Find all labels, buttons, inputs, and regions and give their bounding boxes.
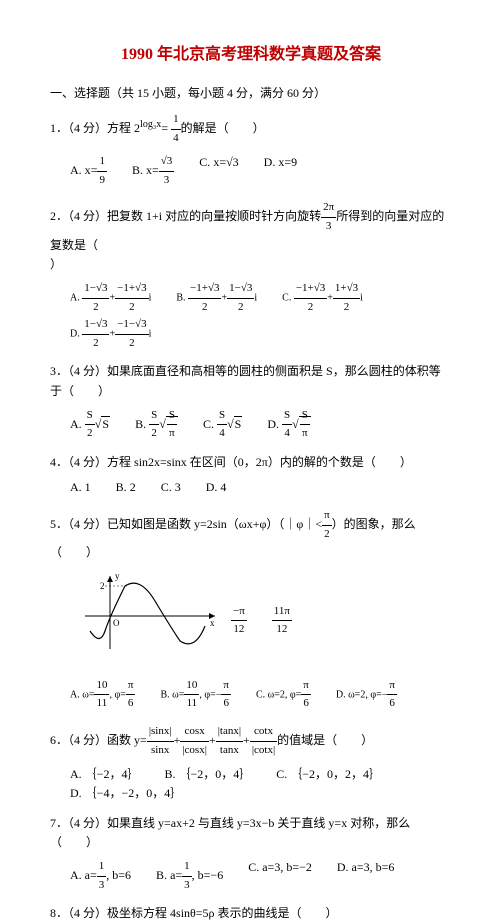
- qnum: 7．: [50, 816, 68, 830]
- points: （4 分）: [68, 906, 107, 920]
- svg-text:x: x: [210, 618, 215, 628]
- text: 方程 sin2x=sinx 在区间（0，2π）内的解的个数是（ ）: [107, 455, 412, 469]
- text: 如果底面直径和高相等的圆柱的侧面积是 S，那么圆柱的体积等于（ ）: [50, 364, 441, 397]
- qnum: 4．: [50, 455, 68, 469]
- option-c: C. −1+√32+1+√32i: [282, 280, 363, 316]
- page-title: 1990 年北京高考理科数学真题及答案: [50, 40, 452, 64]
- svg-text:2: 2: [100, 581, 105, 591]
- option-a: A. ω=1011, φ=π6: [70, 677, 135, 713]
- text: 的解是（ ）: [181, 121, 265, 135]
- qnum: 6．: [50, 733, 68, 747]
- question-7: 7．（4 分）如果直线 y=ax+2 与直线 y=3x−b 关于直线 y=x 对…: [50, 814, 452, 895]
- question-1: 1．（4 分）方程 2log₃x= 14的解是（ ） A. x=19 B. x=…: [50, 111, 452, 189]
- text: 极坐标方程 4sinθ=5ρ 表示的曲线是（ ）: [107, 906, 338, 920]
- option-b: B. 2: [116, 478, 136, 497]
- qnum: 8．: [50, 906, 68, 920]
- question-6: 6．（4 分）函数 y=|sinx|sinx+cosx|cosx|+|tanx|…: [50, 723, 452, 804]
- option-d: D. 4: [206, 478, 227, 497]
- qnum: 3．: [50, 364, 68, 378]
- option-c: C. a=3, b=−2: [248, 858, 312, 894]
- option-c: C. 3: [161, 478, 181, 497]
- points: （4 分）: [68, 733, 107, 747]
- option-a: A. x=19: [70, 153, 107, 189]
- text: 方程 2: [107, 121, 140, 135]
- points: （4 分）: [68, 517, 107, 531]
- num: 1: [171, 111, 181, 130]
- option-b: B. S2√Sπ: [135, 407, 178, 443]
- text: 函数 y=: [107, 733, 147, 747]
- option-c: C. S4√S: [203, 407, 242, 443]
- question-3: 3．（4 分）如果底面直径和高相等的圆柱的侧面积是 S，那么圆柱的体积等于（ ）…: [50, 362, 452, 443]
- option-d: D. ｛−4，−2，0，4｝: [70, 784, 182, 803]
- option-b: B. ｛−2，0，4｝: [164, 765, 251, 784]
- qnum: 2．: [50, 209, 68, 223]
- points: （4 分）: [68, 209, 107, 223]
- option-a: A. a=13, b=6: [70, 858, 131, 894]
- option-b: B. −1+√32+1−√32i: [176, 280, 257, 316]
- option-d: D. 1−√32+−1−√32i: [70, 316, 151, 352]
- text: =: [161, 121, 171, 135]
- option-b: B. ω=1011, φ=−π6: [160, 677, 231, 713]
- svg-text:O: O: [113, 618, 120, 628]
- option-d: D. ω=2, φ=−π6: [336, 677, 397, 713]
- option-a: A. 1−√32+−1+√32i: [70, 280, 151, 316]
- option-c: C. x=√3: [199, 153, 238, 189]
- text: 把复数 1+i 对应的向量按顺时针方向旋转: [107, 209, 321, 223]
- points: （4 分）: [68, 364, 107, 378]
- question-5: 5．（4 分）已知如图是函数 y=2sin（ωx+φ）（｜φ｜<π2）的图象，那…: [50, 507, 452, 713]
- text: ）: [50, 255, 452, 274]
- question-8: 8．（4 分）极坐标方程 4sinθ=5ρ 表示的曲线是（ ）: [50, 904, 452, 923]
- option-c: C. ω=2, φ=π6: [256, 677, 311, 713]
- exp: log₃x: [140, 119, 161, 130]
- points: （4 分）: [68, 121, 107, 135]
- question-4: 4．（4 分）方程 sin2x=sinx 在区间（0，2π）内的解的个数是（ ）…: [50, 453, 452, 497]
- svg-text:y: y: [115, 571, 120, 581]
- sine-graph: y x 2 O −π12 11π12: [80, 571, 452, 669]
- option-d: D. x=9: [264, 153, 297, 189]
- section-header: 一、选择题（共 15 小题，每小题 4 分，满分 60 分）: [50, 84, 452, 101]
- option-c: C. ｛−2，0，2，4｝: [276, 765, 381, 784]
- option-a: A. S2√S: [70, 407, 110, 443]
- option-b: B. x=√33: [132, 153, 174, 189]
- option-b: B. a=13, b=−6: [156, 858, 223, 894]
- option-a: A. ｛−2，4｝: [70, 765, 139, 784]
- points: （4 分）: [68, 816, 107, 830]
- option-a: A. 1: [70, 478, 91, 497]
- text: 的值域是（ ）: [277, 733, 373, 747]
- points: （4 分）: [68, 455, 107, 469]
- qnum: 1．: [50, 121, 68, 135]
- option-d: D. S4√Sπ: [267, 407, 311, 443]
- qnum: 5．: [50, 517, 68, 531]
- question-2: 2．（4 分）把复数 1+i 对应的向量按顺时针方向旋转2π3所得到的向量对应的…: [50, 199, 452, 352]
- den: 4: [171, 130, 181, 148]
- option-d: D. a=3, b=6: [337, 858, 395, 894]
- text: 已知如图是函数 y=2sin（ωx+φ）（｜φ｜<: [107, 517, 322, 531]
